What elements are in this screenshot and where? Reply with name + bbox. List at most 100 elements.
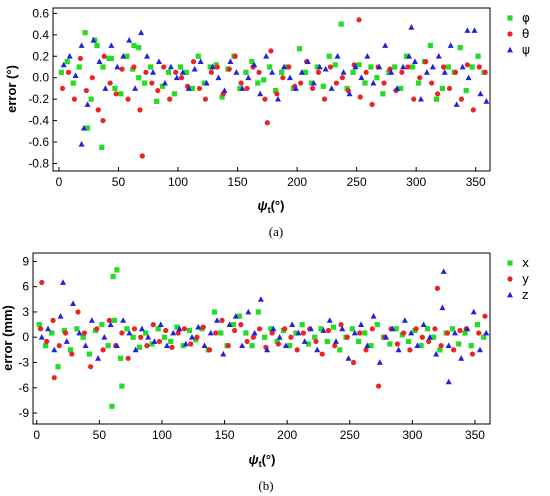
data-point [189,334,196,340]
data-point [143,69,149,75]
data-point [196,85,203,92]
data-point [44,338,50,345]
data-point [304,58,311,65]
data-point [345,355,352,361]
data-point [268,326,274,332]
data-point [357,94,363,100]
data-point [433,350,440,357]
data-point [203,79,210,86]
legend-label: x [522,256,529,270]
data-point [214,64,220,70]
data-point [440,64,447,70]
data-point [86,351,92,357]
data-point [339,325,346,332]
data-point [119,330,125,336]
legend-marker [507,15,513,21]
data-point [374,322,380,328]
data-point [84,101,91,107]
data-point [49,330,55,336]
data-point [451,347,457,353]
data-point [275,341,282,347]
data-point [476,64,482,70]
y-tick-label: -0.4 [28,114,49,128]
data-point [231,327,238,334]
data-point [404,53,410,59]
data-point [136,344,143,350]
data-point [405,64,411,70]
data-point [249,343,255,349]
y-tick-label: 3 [22,305,29,319]
data-point [120,53,127,59]
data-point [351,329,358,336]
data-point [482,69,488,75]
data-point [208,69,214,75]
y-tick-label: -0.8 [28,156,49,170]
data-point [125,355,131,361]
data-point [358,74,365,81]
data-point [358,321,365,328]
x-axis-label-main: ψ [249,452,259,467]
data-point [429,80,435,86]
data-point [362,330,368,336]
data-point [159,83,166,89]
data-point [411,96,417,102]
x-tick-label: 250 [340,428,360,442]
data-point [459,63,466,70]
data-point [126,36,133,43]
data-point [482,313,488,319]
data-point [107,321,114,328]
x-tick-label: 250 [347,175,367,189]
data-point [245,308,252,315]
data-point [36,322,42,328]
x-tick-label: 50 [112,175,126,189]
data-point [300,330,307,336]
data-point [440,268,447,274]
data-point [321,96,328,102]
data-point [464,27,471,33]
legend-a: φθψ [507,11,530,57]
data-point [338,21,344,27]
data-point [415,80,422,86]
y-tick-label: 0.4 [32,28,49,42]
plot-frame-a [52,7,491,172]
data-point [423,69,430,75]
legend-label: z [522,288,528,302]
data-point [417,95,424,102]
data-point [227,58,234,65]
data-point [324,338,330,345]
data-point [45,325,52,332]
data-point [295,329,302,336]
data-point [221,87,228,93]
data-point [100,347,106,353]
data-point [197,58,204,65]
data-point [130,334,136,340]
data-point [449,326,456,332]
data-point [64,59,70,65]
data-point [410,64,416,70]
data-point [239,85,246,91]
data-point [149,341,155,347]
data-point [42,343,49,349]
data-point [282,326,288,332]
data-point [225,343,231,349]
data-point [78,140,85,147]
scatter-points-a [58,17,490,159]
data-point [156,338,163,345]
data-point [427,42,434,49]
data-point [434,285,441,291]
y-tick-label: 0.6 [32,6,49,20]
legend-b: xyz [507,256,529,302]
data-point [426,338,432,345]
data-point [475,53,481,59]
x-tick-label: 300 [402,428,422,442]
data-point [108,55,114,62]
data-point [445,64,451,70]
data-point [124,326,130,332]
data-point [382,42,389,48]
data-point [452,69,459,75]
data-point [338,322,344,328]
data-point [238,80,244,86]
data-point [55,364,61,370]
data-point [316,63,323,70]
